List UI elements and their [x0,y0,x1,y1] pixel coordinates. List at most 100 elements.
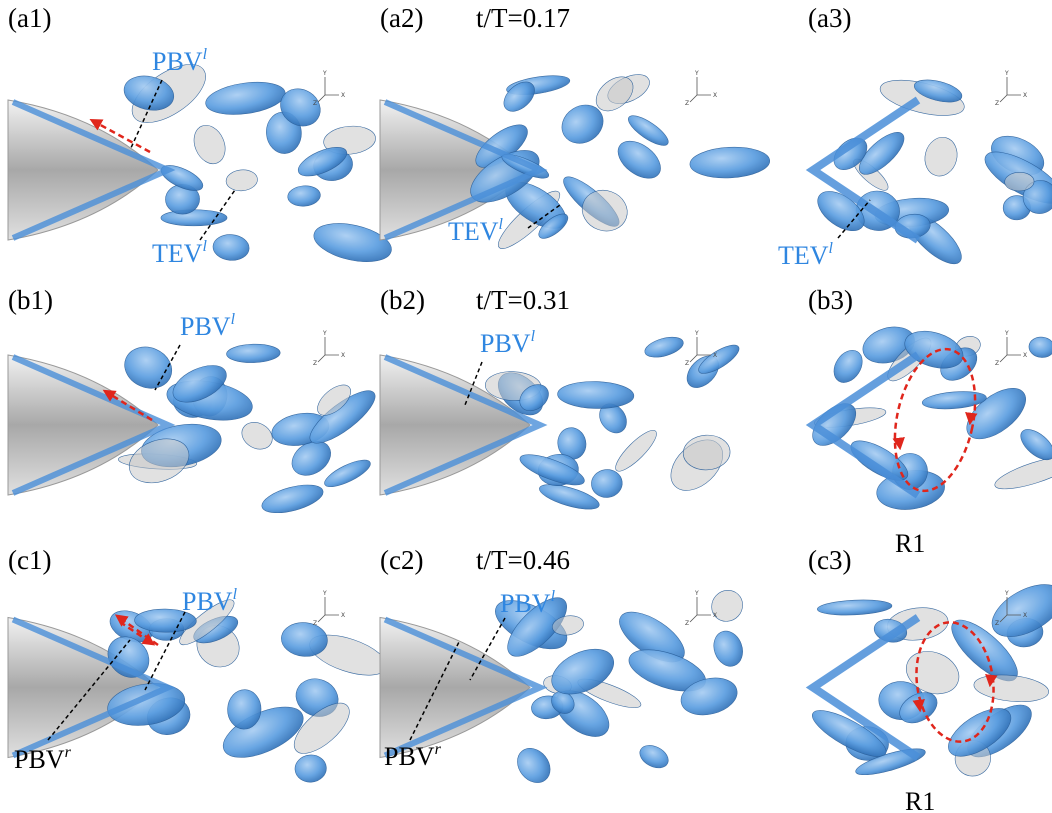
axis-label: Y [694,70,699,77]
axis-triad [1000,337,1021,362]
axis-label: Y [1004,330,1009,337]
panel-label: (a1) [8,3,51,33]
axis-label: Z [685,360,689,367]
annotation-sup: l [499,216,504,233]
panel-label: (a3) [808,3,851,33]
body-surface [380,618,530,758]
annotation-sup: l [531,328,536,345]
vortex-isosurface [643,333,686,361]
annotation-sup: l [203,46,208,63]
vortex-isosurface [590,468,624,500]
axis-label: X [713,352,717,359]
annotation-base: PBV [500,589,551,618]
axis-triad [318,597,339,622]
figure: YXZ(a1)PBVlTEVlYXZ(a2)t/T=0.17TEVlYXZ(a3… [0,0,1052,813]
annotation: PBVr [14,744,72,774]
axis-label: X [1023,612,1027,619]
body-surface [8,100,158,240]
annotation: R1 [905,787,935,813]
panel-label: (b1) [8,285,53,315]
panel-label: (b3) [808,285,853,315]
rotation-arrow [919,702,920,706]
axis-label: Z [685,620,689,627]
vortex-isosurface [636,741,672,772]
axis-label: X [341,92,345,99]
axis-triad [690,77,711,102]
vortex-isosurface [828,345,868,388]
vortex-isosurface [557,381,634,410]
annotation: R1 [895,529,925,558]
vortex-isosurface [188,120,231,168]
annotation-base: TEV [152,239,203,268]
axis-label: Z [313,620,317,627]
axis-label: Z [685,100,689,107]
time-label: t/T=0.31 [476,285,570,315]
annotation-base: R1 [905,787,935,813]
annotation-sup: l [203,238,208,255]
axis-label: X [1023,352,1027,359]
annotation: PBVl [180,311,236,341]
panel-label: (c3) [808,545,851,575]
rotation-arrow [991,677,992,681]
panel: YXZ(a2)t/T=0.17TEVl [380,3,770,255]
rotation-arrow [899,440,900,444]
vortex-isosurface [511,742,557,789]
vortex-isosurface [973,672,1050,705]
annotation: PBVr [384,741,442,771]
vortex-isosurface [1028,336,1052,359]
axis-label: Y [322,330,327,337]
rotation-arrow [971,415,972,419]
annotation-sup: r [65,744,72,761]
panel-label: (c2) [380,545,423,575]
panel: Y X Z (b1) PBVl [8,285,382,518]
annotation-sup: l [233,586,238,603]
time-label: t/T=0.17 [476,3,570,33]
vortex-isosurface [259,480,326,519]
time-label: t/T=0.46 [476,545,570,575]
axis-label: Z [995,100,999,107]
annotation-base: R1 [895,529,925,558]
vortex-isosurface [1015,424,1052,466]
axis-label: Y [694,330,699,337]
vortex-isosurface [161,210,227,226]
panel-label: (b2) [380,285,425,315]
vortex-isosurface [921,134,962,180]
panel: YXZ(a3)TEVl [778,3,1052,272]
annotation-base: TEV [448,217,499,246]
vortex-isosurface [705,584,749,628]
vortex-isosurface [287,185,321,208]
axis-label: X [341,612,345,619]
axis-label: Z [995,620,999,627]
annotation-sup: l [231,311,236,328]
panel: Y X Z (c3) R1 [807,545,1052,813]
axis-label: X [713,612,717,619]
annotation: PBVl [182,586,238,616]
annotation-sup: l [829,240,834,257]
axis-label: X [341,352,345,359]
axis-label: Y [1004,590,1009,597]
annotation-base: PBV [384,742,435,771]
annotation: TEVl [448,216,504,246]
vortex-isosurface [225,169,258,193]
panel-label: (c1) [8,545,51,575]
panel: Y X Z (c1) PBVl PBVr [8,545,392,784]
axis-label: Y [694,590,699,597]
axis-triad [690,597,711,622]
vortex-isosurface [118,340,178,395]
annotation-sup: r [435,741,442,758]
vortex-isosurface [294,754,328,784]
annotation-base: PBV [180,312,231,341]
axis-triad [318,337,339,362]
axis-label: Z [313,360,317,367]
axis-label: Y [322,70,327,77]
panel: YXZ(b3)R1 [805,285,1052,558]
vortex-isosurface [226,344,280,364]
axis-triad [318,77,339,102]
axis-triad [1000,77,1021,102]
annotation: PBVl [500,588,556,618]
vortex-isosurface [709,627,747,670]
axis-label: Y [322,590,327,597]
axis-label: Y [1004,70,1009,77]
